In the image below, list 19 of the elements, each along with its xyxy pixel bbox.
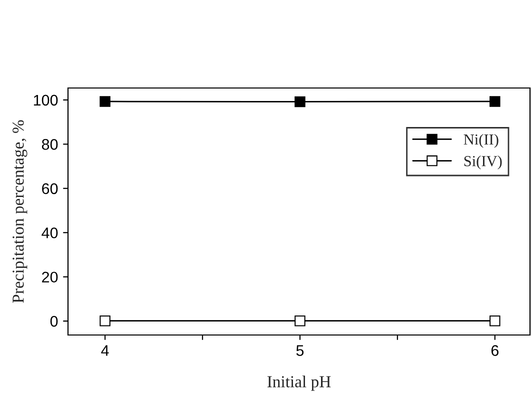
y-axis-title: Precipitation percentage, % bbox=[12, 120, 28, 303]
y-tick-label: 20 bbox=[42, 272, 58, 283]
point bbox=[490, 96, 500, 107]
x-tick-label: 4 bbox=[101, 345, 109, 356]
legend-label: Ni(II) bbox=[464, 134, 498, 148]
x-axis-title: Initial pH bbox=[267, 376, 331, 391]
point bbox=[100, 315, 110, 326]
y-tick-label: 0 bbox=[50, 316, 58, 327]
point bbox=[490, 315, 500, 326]
x-tick-label: 5 bbox=[296, 345, 304, 356]
y-tick-label: 80 bbox=[42, 139, 58, 150]
x-tick-label: 6 bbox=[491, 345, 498, 356]
point bbox=[294, 96, 306, 108]
y-tick-label: 60 bbox=[42, 183, 58, 194]
point bbox=[100, 96, 110, 107]
y-tick-label: 100 bbox=[34, 94, 58, 106]
point bbox=[294, 315, 306, 326]
y-tick-label: 40 bbox=[42, 227, 58, 238]
legend-label: Si(IV) bbox=[464, 156, 502, 170]
